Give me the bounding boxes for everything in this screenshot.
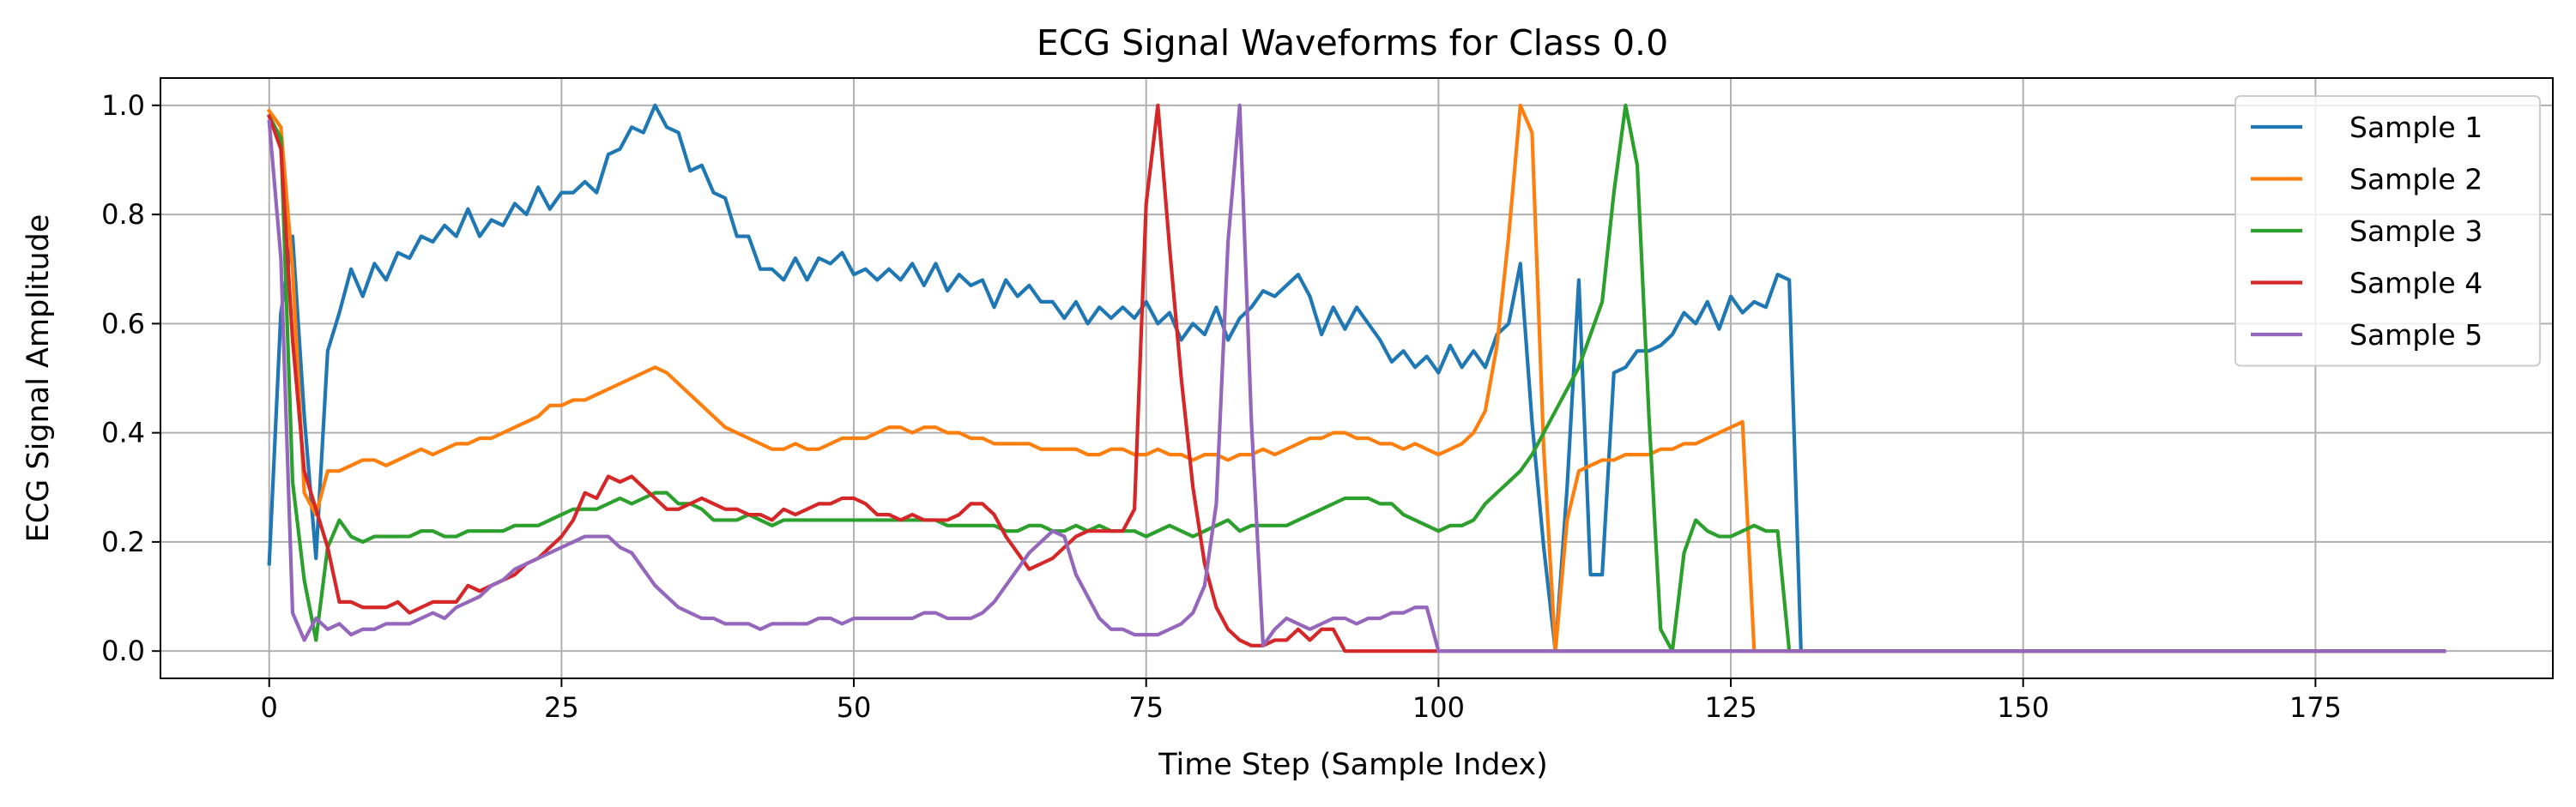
x-tick-label: 75: [1128, 691, 1164, 724]
x-tick-label: 25: [544, 691, 579, 724]
legend-label-4: Sample 4: [2349, 267, 2482, 300]
series-layer: [266, 103, 2446, 653]
chart-title: ECG Signal Waveforms for Class 0.0: [1037, 22, 1668, 63]
y-axis: 0.0 0.2 0.4 0.6 0.8 1.0: [101, 89, 160, 667]
x-tick-label: 125: [1705, 691, 1757, 724]
y-tick-label: 0.4: [101, 417, 145, 449]
x-axis-label: Time Step (Sample Index): [1158, 748, 1548, 782]
y-axis-label: ECG Signal Amplitude: [21, 214, 56, 543]
legend: Sample 1 Sample 2 Sample 3 Sample 4 Sample 5: [2234, 95, 2541, 367]
series-line-5: [267, 103, 2446, 653]
x-tick-label: 0: [261, 691, 278, 724]
y-tick-label: 0.6: [101, 307, 145, 340]
legend-label-1: Sample 1: [2349, 111, 2482, 144]
x-tick-label: 150: [1997, 691, 2049, 724]
legend-box: [2234, 95, 2541, 367]
x-axis: 0 25 50 75 100 125 150 175: [261, 678, 2342, 724]
y-tick-label: 0.8: [101, 198, 145, 231]
legend-label-2: Sample 2: [2349, 163, 2482, 196]
legend-label-3: Sample 3: [2349, 214, 2482, 248]
plot-frame: [160, 77, 2554, 679]
x-tick-label: 50: [837, 691, 872, 724]
grid-lines: [160, 78, 2553, 678]
x-tick-label: 100: [1412, 691, 1465, 724]
y-tick-label: 0.2: [101, 526, 145, 558]
x-tick-label: 175: [2289, 691, 2342, 724]
y-tick-label: 0.0: [101, 635, 145, 667]
legend-label-5: Sample 5: [2349, 318, 2482, 352]
y-tick-label: 1.0: [101, 89, 145, 122]
